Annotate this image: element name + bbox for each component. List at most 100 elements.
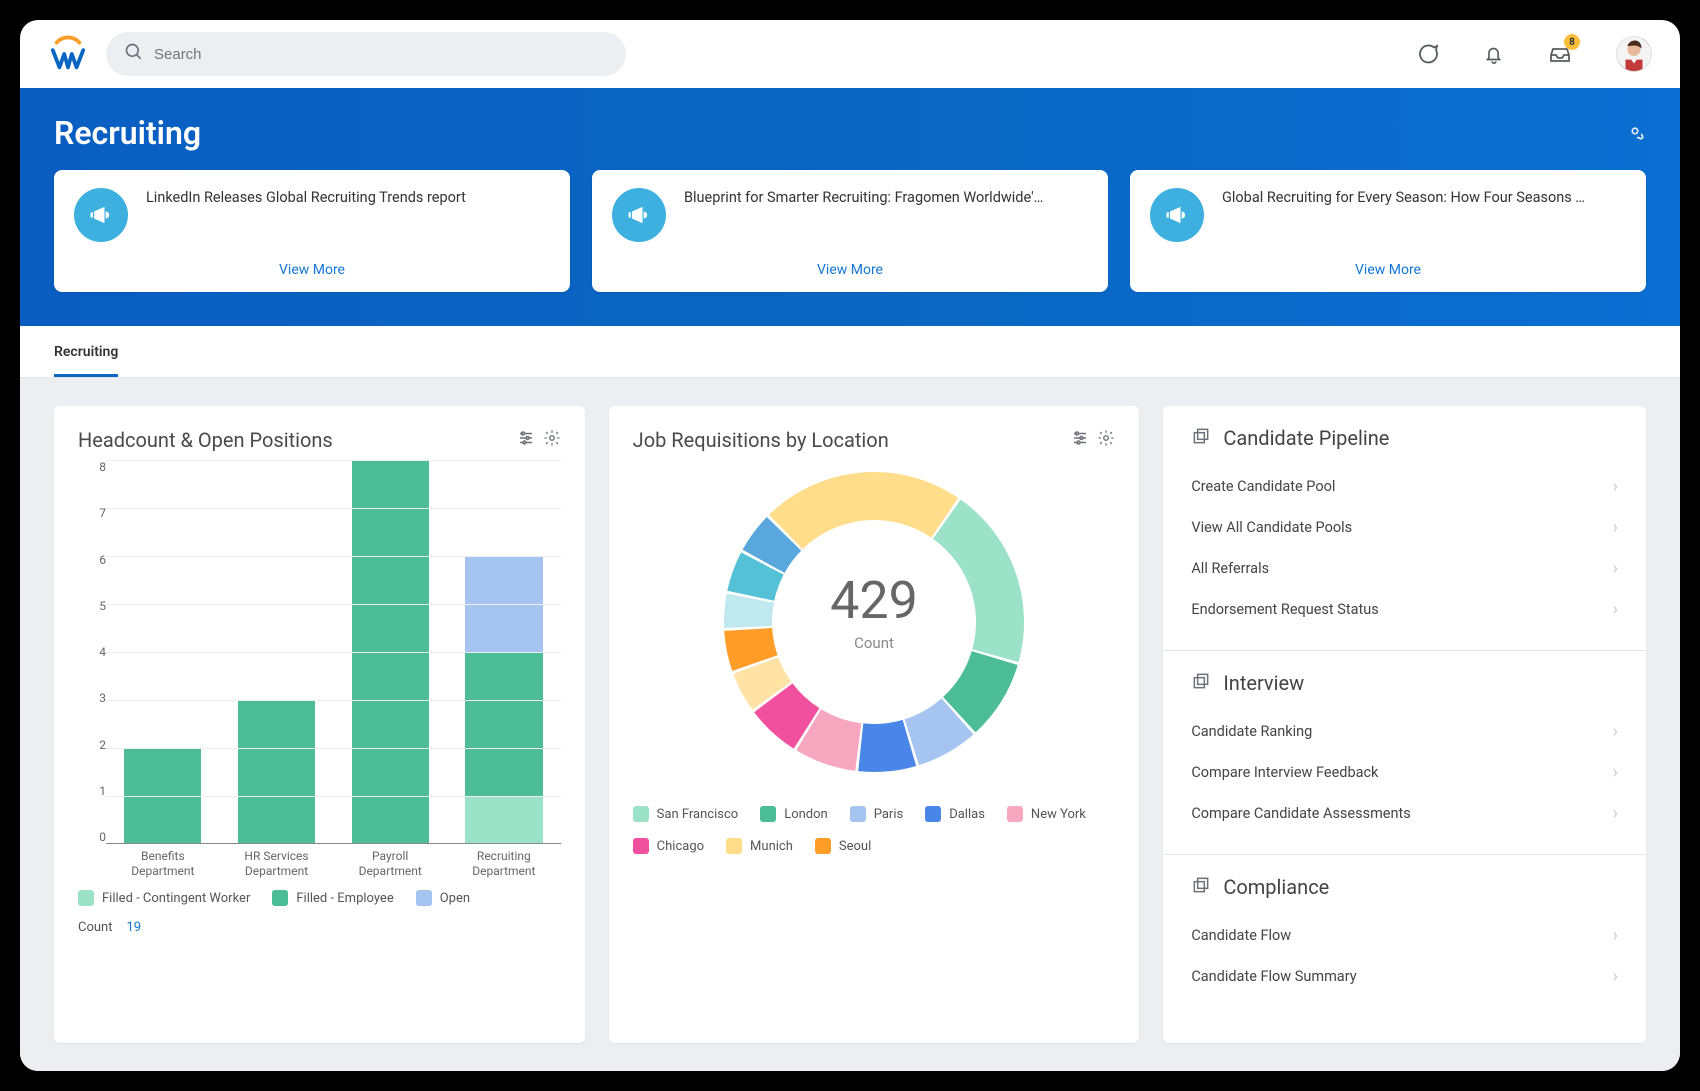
x-axis-label: BenefitsDepartment [106, 849, 220, 880]
legend-label: Open [440, 891, 470, 906]
bar-segment-employee[interactable] [238, 700, 315, 844]
inbox-badge: 8 [1564, 34, 1580, 50]
page-settings-icon[interactable] [1624, 120, 1646, 146]
news-title: LinkedIn Releases Global Recruiting Tren… [146, 188, 550, 208]
top-bar: 8 [20, 20, 1680, 88]
section-link[interactable]: Create Candidate Pool › [1191, 466, 1618, 507]
panel-headcount: Headcount & Open Positions 876543210 Ben… [54, 406, 585, 1043]
legend-item[interactable]: Filled - Contingent Worker [78, 890, 250, 906]
bar-segment-contingent[interactable] [465, 796, 542, 844]
link-label: Candidate Ranking [1191, 723, 1312, 740]
chevron-right-icon: › [1613, 558, 1618, 579]
section-link[interactable]: All Referrals › [1191, 548, 1618, 589]
donut-center-value: 429 [830, 570, 918, 631]
stack-icon [1191, 671, 1211, 695]
filter-icon[interactable] [1071, 429, 1089, 451]
legend-item[interactable]: Seoul [815, 838, 871, 854]
count-value: 19 [126, 920, 141, 935]
section-link[interactable]: Endorsement Request Status› [1191, 589, 1618, 630]
section-link[interactable]: Candidate Flow› [1191, 915, 1618, 956]
search-input[interactable] [154, 46, 608, 63]
donut-slice[interactable] [769, 472, 958, 549]
megaphone-icon [1150, 188, 1204, 242]
legend-item[interactable]: San Francisco [633, 806, 739, 822]
user-avatar[interactable] [1616, 36, 1652, 72]
view-more-link[interactable]: View More [74, 262, 550, 278]
legend-item[interactable]: Dallas [925, 806, 985, 822]
section-link[interactable]: View All Candidate Pools › [1191, 507, 1618, 548]
page-title: Recruiting [54, 114, 201, 152]
link-label: Create Candidate Pool [1191, 478, 1335, 495]
chevron-right-icon: › [1613, 966, 1618, 987]
legend-item[interactable]: Paris [850, 806, 903, 822]
legend-label: Paris [874, 807, 903, 822]
bar-chart-x-labels: BenefitsDepartmentHR ServicesDepartmentP… [106, 849, 561, 880]
link-label: Candidate Flow [1191, 927, 1291, 944]
donut-center-label: Count [854, 634, 894, 652]
link-label: View All Candidate Pools [1191, 519, 1352, 536]
legend-item[interactable]: Chicago [633, 838, 704, 854]
megaphone-icon [612, 188, 666, 242]
news-title: Blueprint for Smarter Recruiting: Fragom… [684, 188, 1088, 208]
news-title: Global Recruiting for Every Season: How … [1222, 188, 1626, 208]
stack-icon [1191, 875, 1211, 899]
legend-swatch [272, 890, 288, 906]
section-link[interactable]: Compare Candidate Assessments› [1191, 793, 1618, 834]
chevron-right-icon: › [1613, 762, 1618, 783]
link-label: All Referrals [1191, 560, 1269, 577]
view-more-link[interactable]: View More [612, 262, 1088, 278]
search-box[interactable] [106, 32, 626, 76]
legend-swatch [633, 838, 649, 854]
legend-swatch [1007, 806, 1023, 822]
chevron-right-icon: › [1613, 721, 1618, 742]
settings-icon[interactable] [1097, 429, 1115, 451]
x-axis-label: PayrollDepartment [333, 849, 447, 880]
legend-item[interactable]: Open [416, 890, 470, 906]
stack-icon [1191, 426, 1211, 450]
panel-job-requisitions: Job Requisitions by Location 429 Count Sa… [609, 406, 1140, 1043]
chevron-right-icon: › [1613, 476, 1618, 497]
legend-label: Seoul [839, 839, 871, 854]
bar-chart: 876543210 BenefitsDepartmentHR ServicesD… [78, 460, 561, 880]
notifications-icon[interactable] [1480, 40, 1508, 68]
megaphone-icon [74, 188, 128, 242]
legend-item[interactable]: Munich [726, 838, 793, 854]
news-card[interactable]: Blueprint for Smarter Recruiting: Fragom… [592, 170, 1108, 292]
count-label: Count [78, 920, 112, 935]
link-label: Candidate Flow Summary [1191, 968, 1356, 985]
inbox-icon[interactable]: 8 [1546, 40, 1574, 68]
section-link[interactable]: Candidate Flow Summary › [1191, 956, 1618, 997]
bar-segment-employee[interactable] [465, 652, 542, 796]
legend-swatch [78, 890, 94, 906]
x-axis-label: RecruitingDepartment [447, 849, 561, 880]
tab-recruiting[interactable]: Recruiting [54, 326, 118, 377]
section: Interview Candidate Ranking›Compare Inte… [1163, 651, 1646, 855]
section-title: Candidate Pipeline [1223, 426, 1389, 450]
section-title: Compliance [1223, 875, 1329, 899]
legend-swatch [815, 838, 831, 854]
bar-chart-legend: Filled - Contingent Worker Filled - Emplo… [78, 890, 561, 906]
settings-icon[interactable] [543, 429, 561, 451]
donut-slice[interactable] [933, 500, 1024, 662]
chevron-right-icon: › [1613, 599, 1618, 620]
panel-title-donut: Job Requisitions by Location [633, 428, 889, 452]
donut-legend: San Francisco London Paris Dallas New York Ch… [633, 806, 1116, 854]
legend-item[interactable]: Filled - Employee [272, 890, 393, 906]
bar-chart-y-axis: 876543210 [78, 460, 106, 880]
legend-item[interactable]: London [760, 806, 828, 822]
search-icon [124, 42, 144, 66]
messages-icon[interactable] [1414, 40, 1442, 68]
app-logo[interactable] [48, 34, 88, 74]
filter-icon[interactable] [517, 429, 535, 451]
chevron-right-icon: › [1613, 517, 1618, 538]
section-link[interactable]: Compare Interview Feedback› [1191, 752, 1618, 793]
legend-label: Filled - Contingent Worker [102, 891, 250, 906]
view-more-link[interactable]: View More [1150, 262, 1626, 278]
legend-item[interactable]: New York [1007, 806, 1086, 822]
section-link[interactable]: Candidate Ranking › [1191, 711, 1618, 752]
news-card[interactable]: LinkedIn Releases Global Recruiting Tren… [54, 170, 570, 292]
news-card[interactable]: Global Recruiting for Every Season: How … [1130, 170, 1646, 292]
legend-label: San Francisco [657, 807, 739, 822]
legend-label: New York [1031, 807, 1086, 822]
legend-label: Chicago [657, 839, 704, 854]
